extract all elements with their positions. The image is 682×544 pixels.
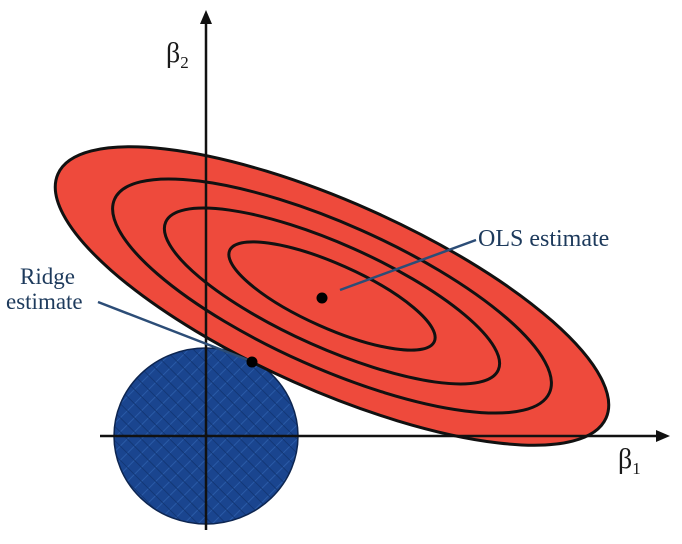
contour-outer xyxy=(53,145,611,447)
ols-estimate-point xyxy=(316,292,328,304)
ridge-leader-line xyxy=(97,300,249,362)
x-axis-label: β1 xyxy=(618,444,641,478)
ridge-label-line2: estimate xyxy=(6,289,83,314)
y-axis-label: β2 xyxy=(166,38,189,72)
ridge-estimate-point xyxy=(246,356,258,368)
ols-leader-line xyxy=(339,238,477,292)
ridge-estimate-label: Ridge estimate xyxy=(6,264,83,314)
ridge-label-line1: Ridge xyxy=(20,264,75,289)
ols-estimate-label: OLS estimate xyxy=(478,226,609,252)
contour-inner xyxy=(227,240,437,352)
contour-3 xyxy=(111,177,553,415)
x-axis-arrow xyxy=(656,430,670,442)
ols-contours xyxy=(53,145,611,447)
y-axis-arrow xyxy=(200,10,212,24)
